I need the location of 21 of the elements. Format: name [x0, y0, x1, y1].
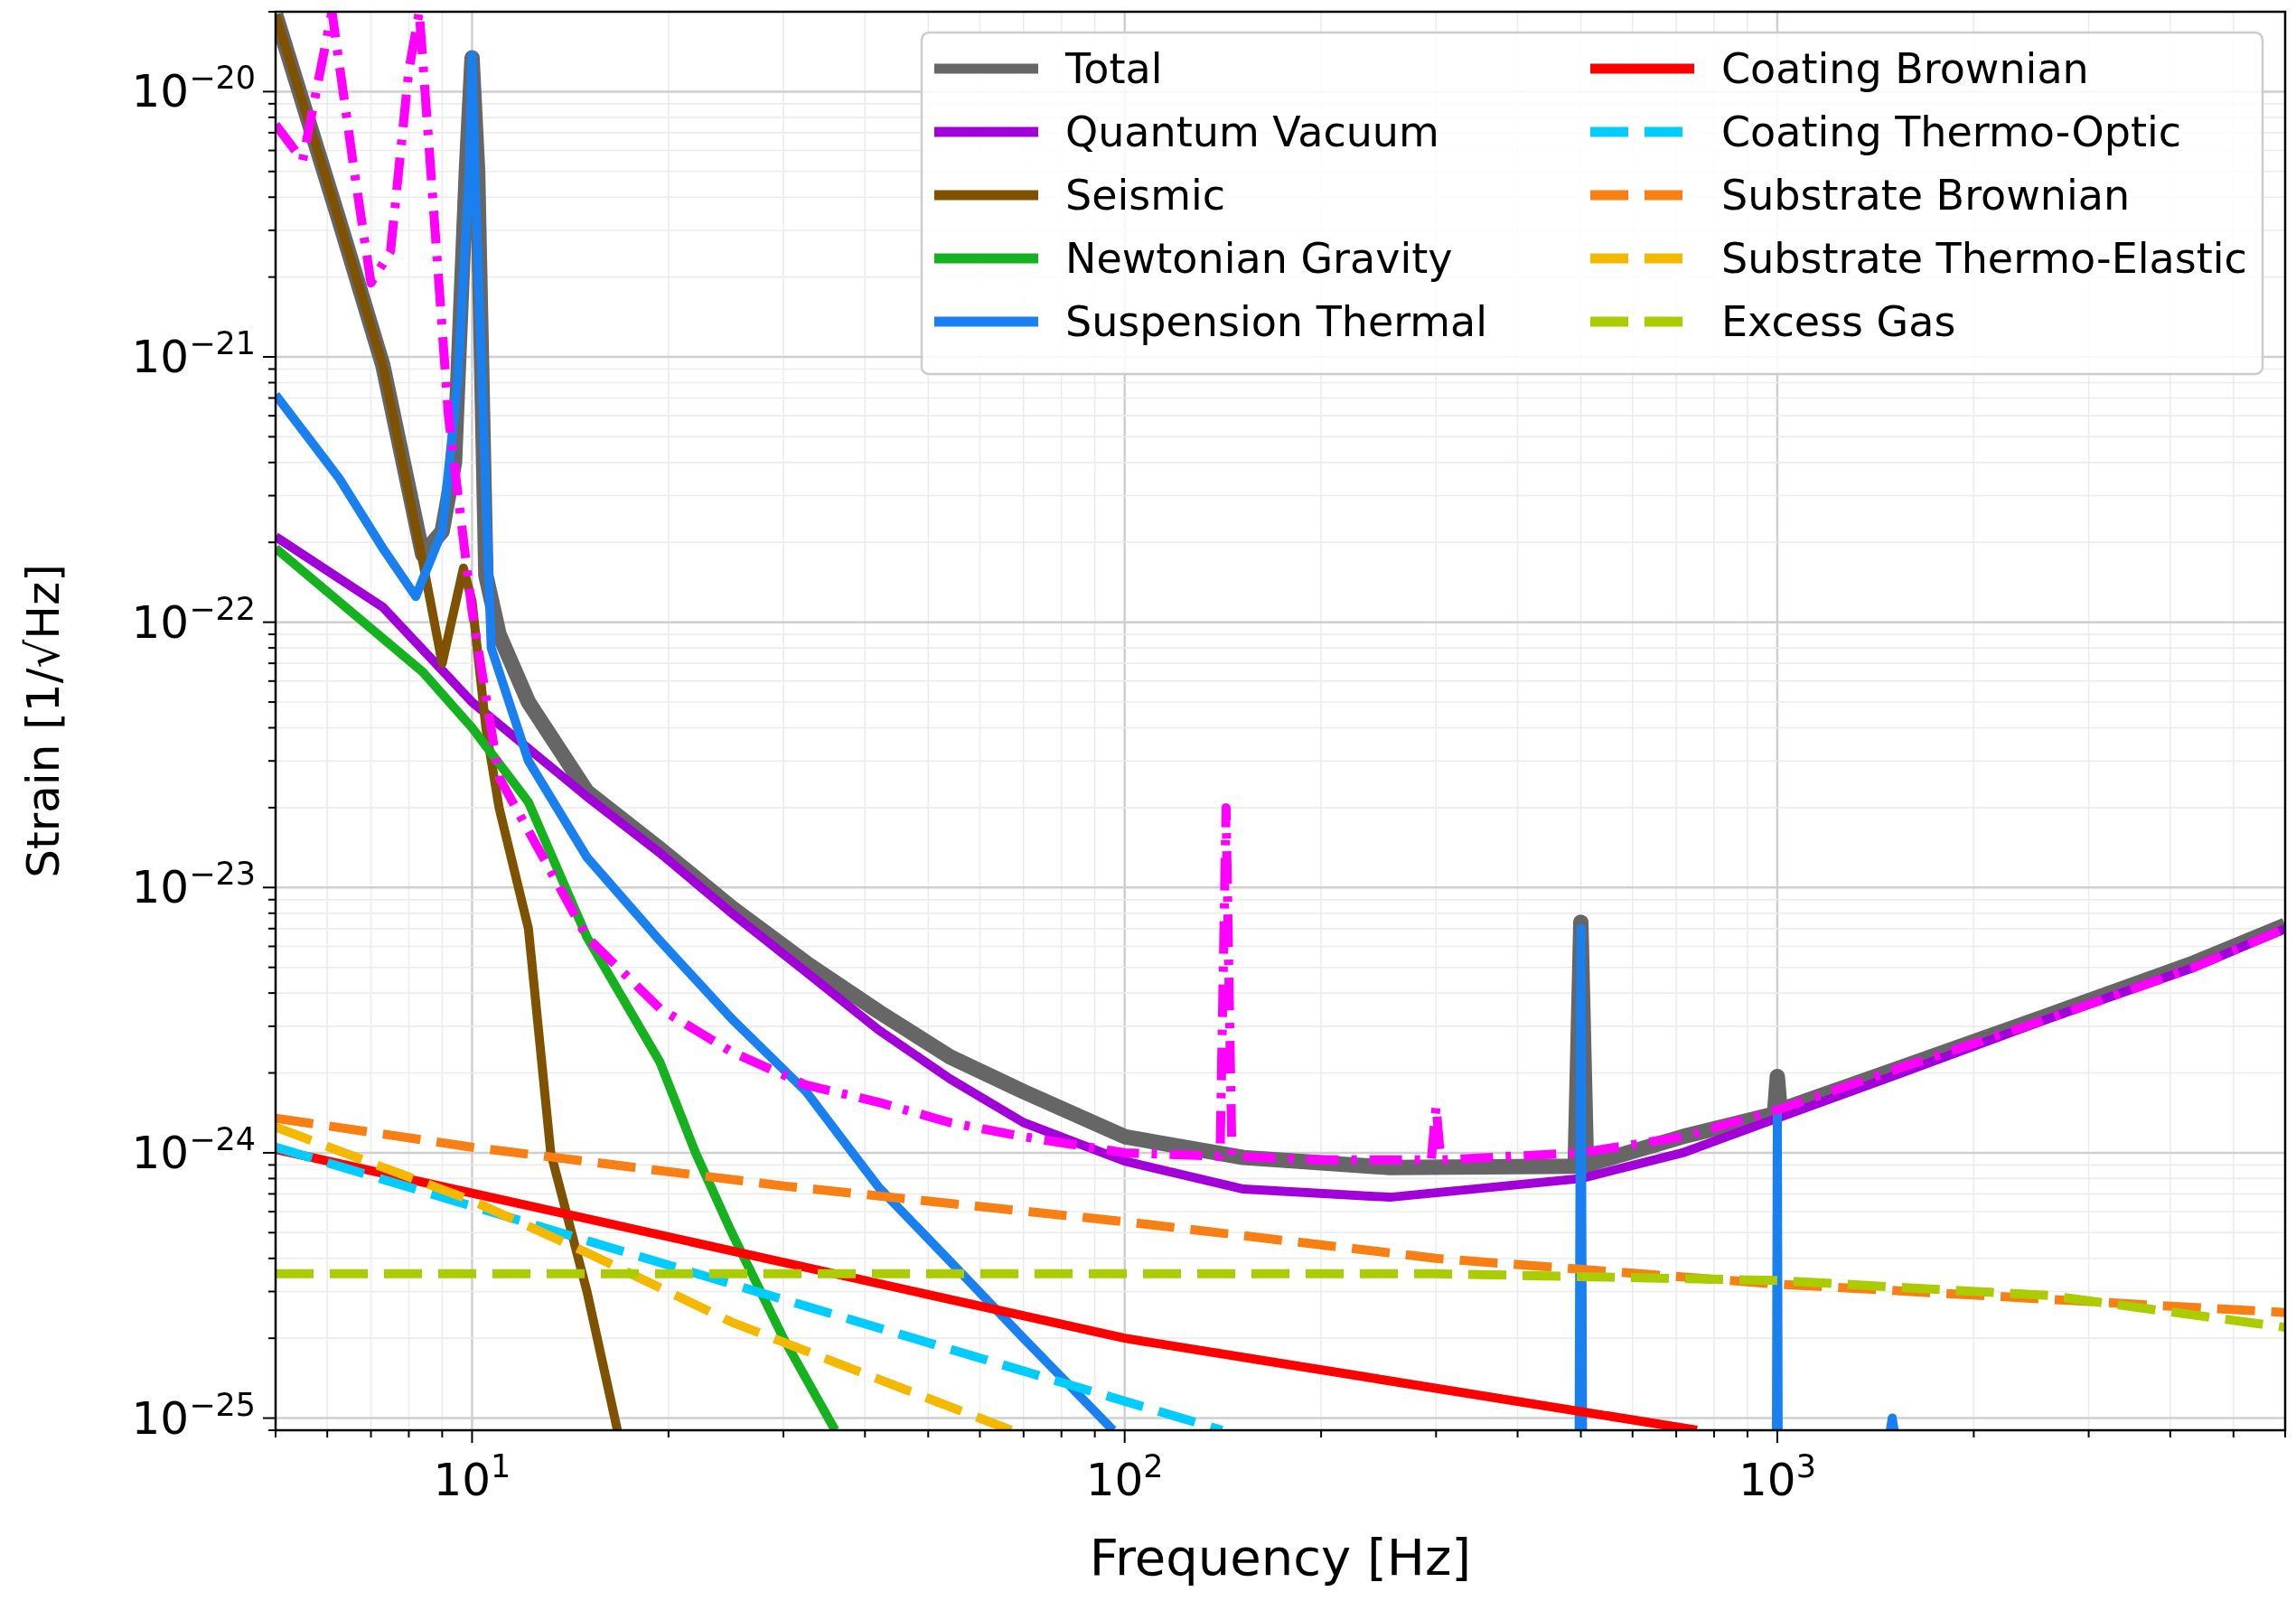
y-tick-label: 10$^{−24}$	[131, 1120, 256, 1179]
x-tick-label: 10$^{3}$	[1738, 1448, 1816, 1506]
legend-label: Quantum Vacuum	[1065, 108, 1439, 156]
legend-label: Total	[1064, 44, 1163, 93]
legend-label: Excess Gas	[1721, 297, 1956, 346]
legend-label: Substrate Brownian	[1721, 171, 2131, 220]
x-tick-label: 10$^{1}$	[433, 1448, 511, 1506]
x-axis-title: Frequency [Hz]	[1089, 1528, 1472, 1587]
legend-label: Substrate Thermo-Elastic	[1721, 234, 2247, 283]
legend-label: Coating Thermo-Optic	[1721, 108, 2182, 156]
y-axis-title: Strain [1/√Hz]	[17, 564, 70, 878]
y-tick-label: 10$^{−25}$	[131, 1386, 256, 1445]
legend-label: Suspension Thermal	[1065, 297, 1488, 346]
y-tick-label: 10$^{−20}$	[131, 60, 256, 118]
x-tick-label: 10$^{2}$	[1085, 1448, 1164, 1506]
y-tick-label: 10$^{−23}$	[131, 856, 256, 914]
legend-label: Seismic	[1065, 171, 1226, 220]
legend-label: Coating Brownian	[1721, 44, 2089, 93]
y-tick-label: 10$^{−22}$	[131, 590, 256, 649]
legend-label: Newtonian Gravity	[1065, 234, 1453, 283]
y-tick-label: 10$^{−21}$	[131, 325, 256, 384]
